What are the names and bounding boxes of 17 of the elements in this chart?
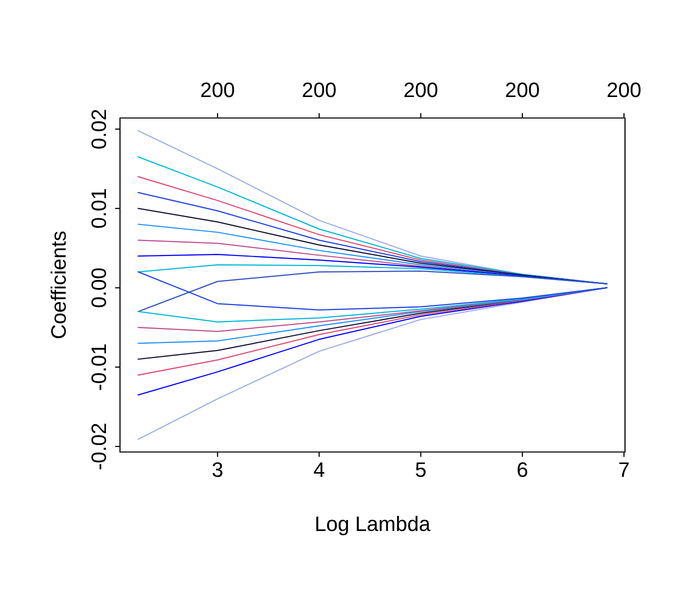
text: 200 bbox=[302, 82, 336, 98]
y-tick-label: 0.00 bbox=[91, 268, 106, 308]
text: 200 bbox=[506, 82, 539, 98]
x-tick-label: 7 bbox=[619, 462, 629, 477]
text: 200 bbox=[404, 82, 438, 98]
x-tick-label: 3 bbox=[212, 462, 222, 478]
text: 200 bbox=[608, 82, 641, 98]
x-tick-label: 4 bbox=[314, 462, 324, 477]
y-tick-label: -0.01 bbox=[91, 344, 106, 390]
y-tick-label: 0.02 bbox=[91, 110, 106, 149]
y-tick-label: 0.01 bbox=[91, 189, 106, 228]
x-tick-label: 5 bbox=[416, 462, 426, 478]
y-tick-label: -0.02 bbox=[91, 424, 106, 470]
x-axis-title: Log Lambda bbox=[316, 516, 430, 536]
text: 200 bbox=[201, 82, 234, 98]
y-axis-title: Coefficients bbox=[50, 232, 66, 338]
x-tick-label: 6 bbox=[518, 462, 528, 478]
